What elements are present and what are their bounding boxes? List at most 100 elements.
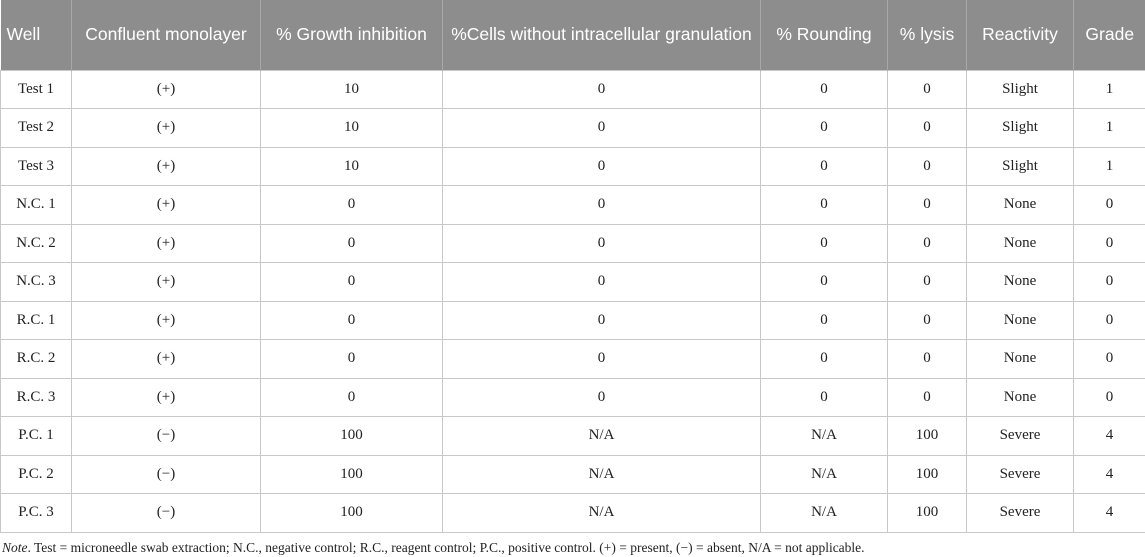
table-row: N.C. 2 (+) 0 0 0 0 None 0 [0,223,1145,263]
cell-growth-inhibition: 0 [260,339,443,379]
cell-grade: 1 [1073,69,1145,109]
table-row: R.C. 3 (+) 0 0 0 0 None 0 [0,377,1145,417]
header-row: Well Confluent monolayer % Growth inhibi… [0,0,1145,70]
cell-grade: 1 [1073,108,1145,148]
cell-cells-without-granulation: 0 [442,377,761,417]
cell-lysis: 0 [887,339,967,379]
cell-confluent-monolayer: (−) [71,493,261,533]
cell-growth-inhibition: 0 [260,377,443,417]
cell-well: R.C. 1 [0,300,72,340]
cell-cells-without-granulation: 0 [442,300,761,340]
cell-rounding: 0 [760,69,888,109]
cell-rounding: 0 [760,108,888,148]
cell-grade: 0 [1073,185,1145,225]
cell-confluent-monolayer: (+) [71,223,261,263]
cell-lysis: 0 [887,300,967,340]
cell-reactivity: Severe [966,416,1074,456]
cell-confluent-monolayer: (−) [71,416,261,456]
cell-rounding: 0 [760,262,888,302]
cell-confluent-monolayer: (+) [71,146,261,186]
cell-rounding: 0 [760,300,888,340]
table-row: N.C. 1 (+) 0 0 0 0 None 0 [0,185,1145,225]
table-row: P.C. 2 (−) 100 N/A N/A 100 Severe 4 [0,454,1145,494]
cell-cells-without-granulation: 0 [442,185,761,225]
cell-confluent-monolayer: (+) [71,377,261,417]
table-container: Well Confluent monolayer % Growth inhibi… [0,0,1145,533]
column-header-well: Well [0,0,72,70]
cell-reactivity: None [966,262,1074,302]
column-header-cells-without-granulation: %Cells without intracellular granulation [442,0,761,70]
cell-well: N.C. 1 [0,185,72,225]
table-row: R.C. 1 (+) 0 0 0 0 None 0 [0,300,1145,340]
cell-well: P.C. 3 [0,493,72,533]
cell-grade: 4 [1073,454,1145,494]
cell-grade: 0 [1073,339,1145,379]
cell-confluent-monolayer: (+) [71,262,261,302]
cell-cells-without-granulation: 0 [442,339,761,379]
cell-well: Test 1 [0,69,72,109]
cell-reactivity: None [966,223,1074,263]
cell-cells-without-granulation: N/A [442,416,761,456]
table-note: Note. Test = microneedle swab extraction… [2,540,865,556]
cell-well: Test 2 [0,108,72,148]
cell-growth-inhibition: 10 [260,108,443,148]
cell-rounding: 0 [760,377,888,417]
cell-grade: 4 [1073,493,1145,533]
cell-confluent-monolayer: (−) [71,454,261,494]
cell-lysis: 100 [887,493,967,533]
table-row: N.C. 3 (+) 0 0 0 0 None 0 [0,262,1145,302]
cell-cells-without-granulation: 0 [442,108,761,148]
cell-growth-inhibition: 0 [260,262,443,302]
cell-confluent-monolayer: (+) [71,69,261,109]
cell-grade: 0 [1073,223,1145,263]
cell-growth-inhibition: 10 [260,146,443,186]
cell-well: N.C. 3 [0,262,72,302]
cell-grade: 0 [1073,262,1145,302]
cell-growth-inhibition: 0 [260,185,443,225]
cell-growth-inhibition: 100 [260,493,443,533]
cell-lysis: 0 [887,108,967,148]
cell-lysis: 0 [887,69,967,109]
cell-reactivity: None [966,339,1074,379]
column-header-grade: Grade [1073,0,1145,70]
cell-confluent-monolayer: (+) [71,300,261,340]
table-body: Test 1 (+) 10 0 0 0 Slight 1 Test 2 (+) … [0,69,1145,533]
cell-rounding: N/A [760,493,888,533]
cell-growth-inhibition: 100 [260,454,443,494]
cell-growth-inhibition: 0 [260,223,443,263]
cell-reactivity: Slight [966,146,1074,186]
cell-rounding: 0 [760,339,888,379]
cell-lysis: 0 [887,262,967,302]
cell-reactivity: None [966,377,1074,417]
cell-grade: 1 [1073,146,1145,186]
column-header-rounding: % Rounding [760,0,888,70]
cell-rounding: 0 [760,146,888,186]
cell-well: P.C. 2 [0,454,72,494]
note-text: . Test = microneedle swab extraction; N.… [27,540,865,555]
cell-growth-inhibition: 100 [260,416,443,456]
column-header-lysis: % lysis [887,0,967,70]
results-table: Well Confluent monolayer % Growth inhibi… [0,0,1145,533]
cell-rounding: N/A [760,416,888,456]
cell-grade: 0 [1073,300,1145,340]
cell-grade: 4 [1073,416,1145,456]
cell-lysis: 0 [887,377,967,417]
cell-well: R.C. 2 [0,339,72,379]
table-row: Test 3 (+) 10 0 0 0 Slight 1 [0,146,1145,186]
table-row: Test 1 (+) 10 0 0 0 Slight 1 [0,69,1145,109]
cell-confluent-monolayer: (+) [71,339,261,379]
cell-reactivity: Severe [966,493,1074,533]
table-row: Test 2 (+) 10 0 0 0 Slight 1 [0,108,1145,148]
cell-confluent-monolayer: (+) [71,185,261,225]
cell-confluent-monolayer: (+) [71,108,261,148]
note-label: Note [2,540,28,555]
cell-cells-without-granulation: N/A [442,454,761,494]
cell-lysis: 100 [887,416,967,456]
cell-well: Test 3 [0,146,72,186]
cell-cells-without-granulation: 0 [442,69,761,109]
cell-well: R.C. 3 [0,377,72,417]
cell-rounding: 0 [760,185,888,225]
column-header-growth-inhibition: % Growth inhibition [260,0,443,70]
cell-lysis: 0 [887,223,967,263]
cell-rounding: N/A [760,454,888,494]
